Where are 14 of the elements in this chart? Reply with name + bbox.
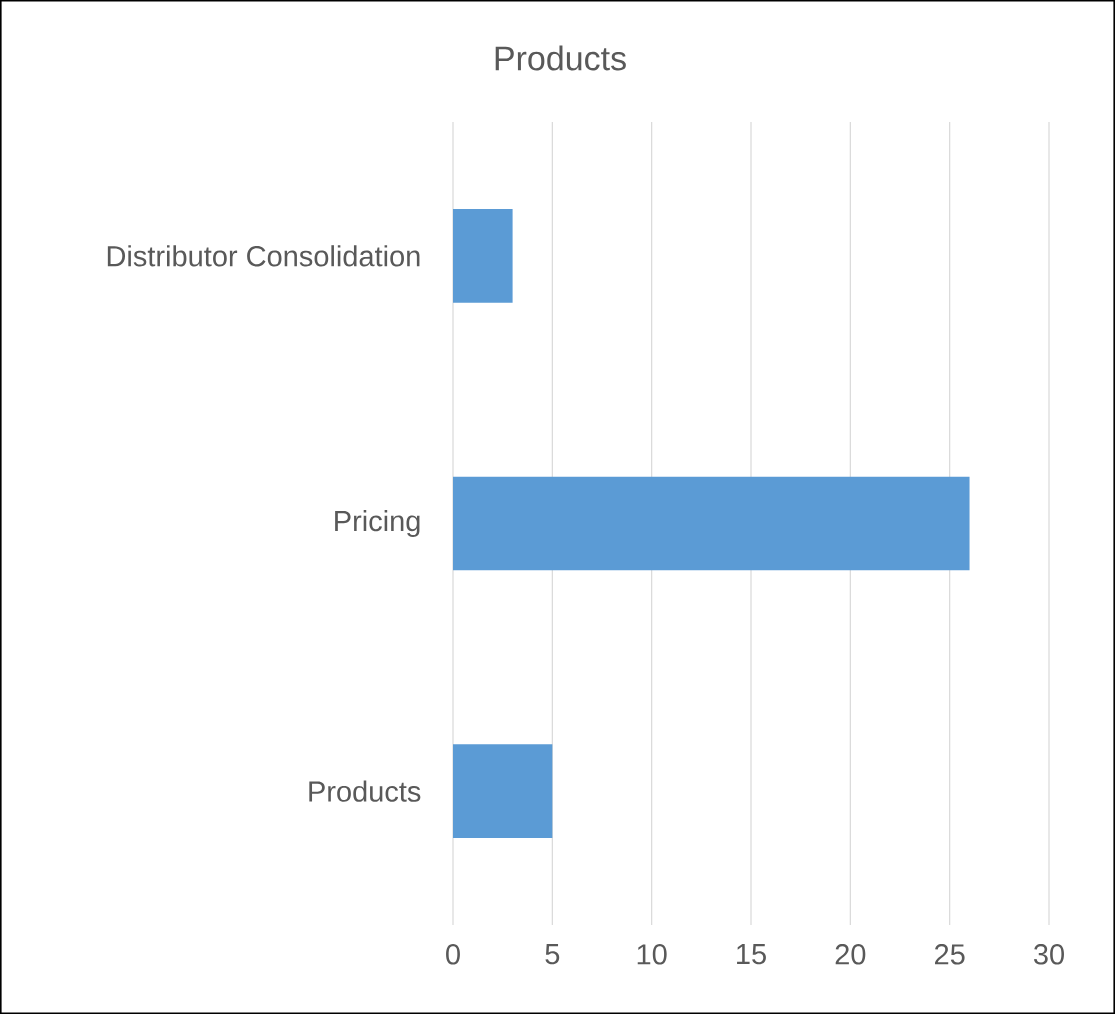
chart-title: Products — [495, 45, 626, 71]
y-tick-label: Pricing — [335, 509, 420, 538]
bar — [453, 209, 513, 303]
x-tick-label: 15 — [737, 944, 766, 965]
x-tick-label: 10 — [637, 944, 667, 965]
bar — [453, 744, 553, 839]
y-tick-label: Distributor Consolidation — [107, 245, 420, 267]
bar — [453, 476, 970, 571]
x-tick-label: 20 — [835, 944, 866, 965]
x-tick-label: 5 — [545, 944, 560, 965]
y-tick-label: Products — [309, 780, 421, 802]
x-tick-label: 25 — [935, 944, 965, 965]
x-tick-label: 0 — [446, 944, 460, 965]
x-tick-label: 30 — [1033, 944, 1064, 965]
